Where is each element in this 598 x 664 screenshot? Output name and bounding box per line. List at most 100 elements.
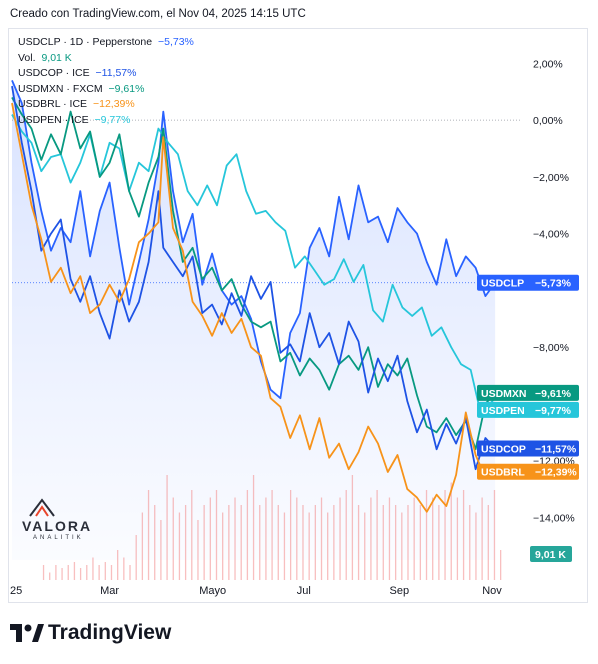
volume-bar xyxy=(444,490,446,580)
end-label-symbol: USDMXN xyxy=(481,388,527,400)
legend-main[interactable]: USDCLP · 1D · Pepperstone −5,73% xyxy=(18,35,194,51)
volume-bar xyxy=(234,497,236,580)
volume-bar xyxy=(407,505,409,580)
volume-bar xyxy=(339,497,341,580)
legend-item-symbol: USDCOP · ICE xyxy=(18,67,90,79)
end-label-usdbrl xyxy=(477,463,579,480)
volume-bar xyxy=(432,497,434,580)
legend-item-change: −9,61% xyxy=(108,82,145,95)
volume-bar xyxy=(450,482,452,580)
volume-bar xyxy=(357,505,360,580)
series-line-usdmxn xyxy=(11,96,496,451)
volume-bar xyxy=(197,520,199,580)
volume-bar xyxy=(265,497,267,580)
volume-bar xyxy=(92,557,94,580)
volume-bar xyxy=(314,505,316,580)
legend-item-usdcop[interactable]: USDCOP · ICE −11,57% xyxy=(18,66,194,82)
volume-bar xyxy=(277,505,279,580)
volume-bar xyxy=(129,565,131,580)
legend-main-change: −5,73% xyxy=(157,36,194,48)
watermark-sub: ANALITIK xyxy=(33,535,84,541)
volume-bar xyxy=(240,505,242,580)
end-label-symbol: USDPEN xyxy=(481,405,525,417)
volume-bar xyxy=(215,490,218,580)
volume-bar xyxy=(302,505,304,580)
legend-item-symbol: USDPEN · ICE xyxy=(18,113,89,126)
tradingview-brand[interactable]: TradingView xyxy=(48,621,172,644)
volume-bar xyxy=(370,497,372,580)
y-tick-label: 0,00% xyxy=(533,115,563,127)
volume-bar xyxy=(469,505,471,580)
end-label-value: −12,39% xyxy=(535,467,577,479)
volume-bar xyxy=(259,505,261,580)
volume-bar xyxy=(425,490,428,580)
volume-bar xyxy=(49,572,51,580)
volume-bar xyxy=(364,512,366,580)
volume-bar xyxy=(345,490,347,580)
legend-item-symbol: USDBRL · ICE xyxy=(18,98,88,110)
volume-bar xyxy=(475,512,477,580)
volume-bar xyxy=(419,505,421,580)
volume-bar xyxy=(413,497,415,580)
volume-bar xyxy=(135,535,137,580)
volume-bar xyxy=(104,562,106,580)
x-tick-label: 25 xyxy=(10,585,22,597)
volume-bar xyxy=(401,512,403,580)
volume-bar xyxy=(487,505,489,580)
chart-legend: USDCLP · 1D · Pepperstone −5,73% Vol. 9,… xyxy=(18,35,194,128)
volume-bar xyxy=(228,505,230,580)
y-tick-label: 2,00% xyxy=(533,58,563,70)
legend-item-change: −11,57% xyxy=(95,67,137,79)
volume-bar xyxy=(166,475,168,580)
end-label-usdmxn xyxy=(477,384,579,401)
chart-frame[interactable] xyxy=(8,28,588,603)
watermark-word: VALORA xyxy=(22,518,93,534)
legend-item-change: −12,39% xyxy=(92,98,135,110)
volume-bar xyxy=(209,497,211,580)
volume-bar xyxy=(456,497,459,580)
tradingview-logo-icon xyxy=(10,624,44,642)
volume-bar xyxy=(246,490,249,580)
volume-bar xyxy=(203,505,205,580)
volume-bar xyxy=(98,565,100,580)
legend-item-usdpen[interactable]: USDPEN · ICE −9,77% xyxy=(18,113,194,129)
legend-item-change: −9,77% xyxy=(94,113,131,126)
volume-bar xyxy=(154,505,156,580)
volume-bar xyxy=(308,512,310,580)
legend-item-symbol: USDMXN · FXCM xyxy=(18,82,103,95)
volume-bar xyxy=(110,565,113,580)
volume-bar xyxy=(67,565,69,580)
legend-item-usdbrl[interactable]: USDBRL · ICE −12,39% xyxy=(18,97,194,113)
volume-bar xyxy=(86,565,88,580)
end-label-value: −5,73% xyxy=(535,278,572,290)
chart-creation-caption: Creado con TradingView.com, el Nov 04, 2… xyxy=(10,8,306,20)
volume-bar xyxy=(147,490,150,580)
end-label-value: −11,57% xyxy=(535,443,577,455)
volume-bar xyxy=(394,505,397,580)
volume-bar xyxy=(327,512,329,580)
volume-bar xyxy=(160,520,162,580)
legend-volume-value: 9,01 K xyxy=(41,51,72,64)
volume-bar xyxy=(117,550,119,580)
y-tick-label: −14,00% xyxy=(533,512,575,524)
volume-bar xyxy=(462,490,465,580)
valora-logo-icon xyxy=(29,498,55,517)
legend-volume[interactable]: Vol. 9,01 K xyxy=(18,51,194,67)
volume-bar xyxy=(178,512,181,580)
volume-bar xyxy=(172,497,174,580)
volume-bar xyxy=(320,497,323,580)
end-label-usdclp xyxy=(477,274,579,291)
end-label-usdcop xyxy=(477,440,579,457)
x-tick-label: Mar xyxy=(100,585,119,597)
volume-bar xyxy=(191,490,193,580)
volume-bar xyxy=(500,550,502,580)
end-label-symbol: USDCLP xyxy=(481,278,524,290)
legend-item-usdmxn[interactable]: USDMXN · FXCM −9,61% xyxy=(18,82,194,98)
volume-bar xyxy=(388,497,391,580)
volume-end-value: 9,01 K xyxy=(535,549,566,561)
end-label-value: −9,77% xyxy=(535,405,572,417)
end-label-symbol: USDCOP xyxy=(481,443,526,455)
volume-bar xyxy=(333,505,335,580)
volume-end-label xyxy=(530,546,572,562)
